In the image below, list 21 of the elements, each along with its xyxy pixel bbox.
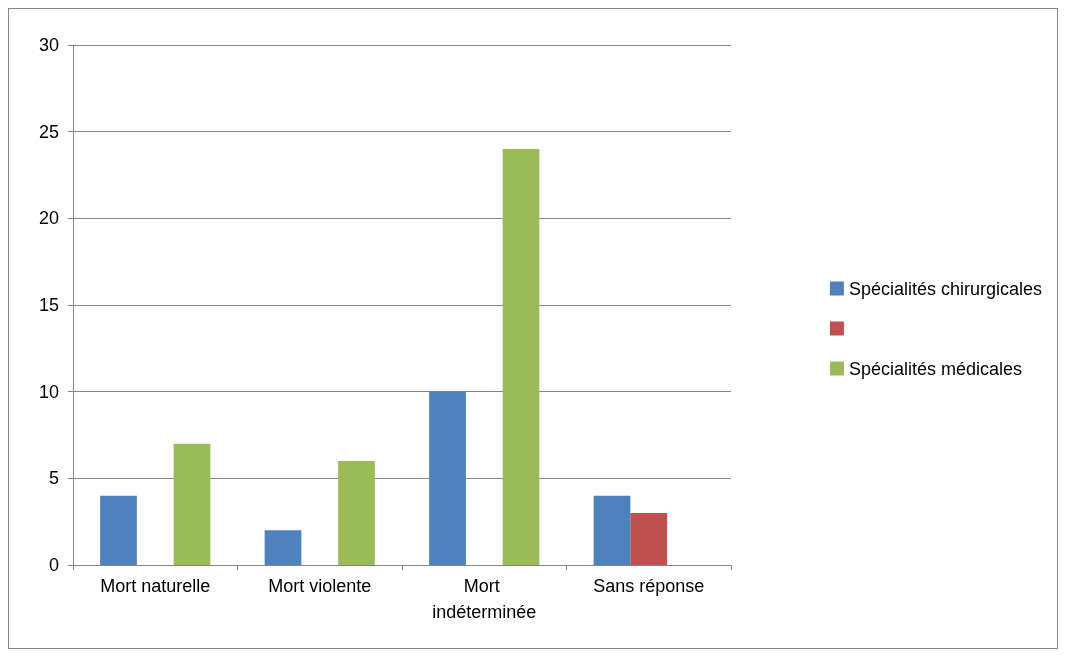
y-tick-label: 5 [48, 468, 59, 489]
bar [338, 461, 375, 565]
bar [264, 530, 302, 565]
y-tick-label: 15 [38, 295, 59, 315]
y-tick-label: 10 [38, 381, 59, 402]
x-tick-label: Sans réponse [593, 576, 705, 596]
bar [630, 513, 668, 565]
bar [173, 443, 211, 565]
x-tick-label: Mort naturelle [100, 576, 211, 596]
x-tick-label: Mort indéterminée [432, 576, 537, 622]
y-tick-label: 30 [38, 35, 59, 55]
bar [502, 149, 540, 565]
y-tick-label: 25 [38, 121, 59, 142]
bar [593, 495, 631, 565]
y-tick-label: 20 [38, 208, 59, 229]
x-tick-label: Mort violente [268, 576, 372, 596]
legend-label: Spécialités médicales [848, 358, 1023, 379]
legend-label: Spécialités chirurgicales [848, 278, 1043, 299]
y-tick-label: 0 [48, 555, 59, 575]
bar [100, 495, 137, 565]
bar [429, 391, 466, 565]
